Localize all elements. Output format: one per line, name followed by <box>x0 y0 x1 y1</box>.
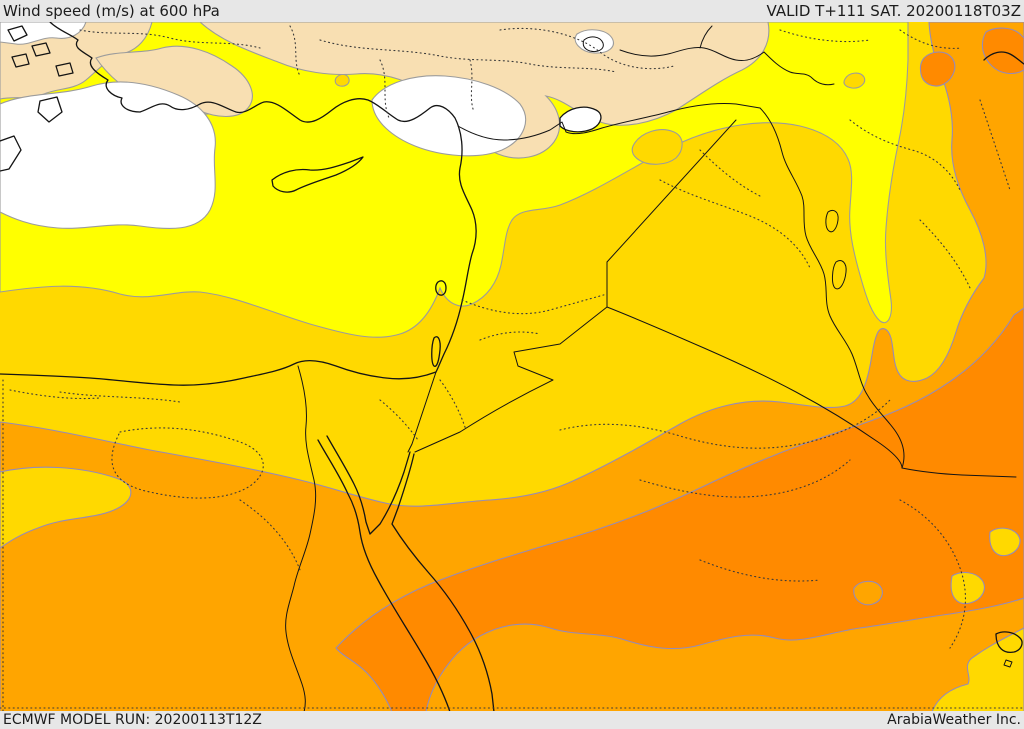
valid-time: VALID T+111 SAT. 20200118T03Z <box>766 2 1021 20</box>
persian-gulf-coast <box>995 631 1023 654</box>
admin-border-egypt-interior <box>59 391 301 571</box>
credit-label: ArabiaWeather Inc. <box>887 712 1021 728</box>
galilee-lake <box>435 280 447 296</box>
lake-tuz <box>582 36 604 52</box>
admin-borders-dotted <box>0 25 1024 711</box>
map-canvas <box>0 22 1024 711</box>
iraq-lake-1 <box>825 209 839 233</box>
iraq-iran-border <box>759 107 905 469</box>
turkey-caucasus-border <box>619 25 835 86</box>
band-gold-pocket-2 <box>950 571 985 605</box>
turkey-syria-border <box>457 103 761 141</box>
lake-van <box>559 106 602 133</box>
band-darkorange-caucasus-2 <box>919 51 956 87</box>
aegean-island-3 <box>11 53 30 68</box>
band-white-east-mediterranean <box>0 81 216 230</box>
persian-gulf-island <box>1003 659 1013 668</box>
admin-border-balkans <box>79 25 301 77</box>
red-sea-east-shore <box>326 435 495 711</box>
aegean-island-2 <box>31 42 51 57</box>
admin-border-libya-coast <box>9 389 101 400</box>
band-darkorange-main <box>335 307 1024 711</box>
admin-border-iraq <box>659 149 811 269</box>
aegean-island-1 <box>7 25 28 42</box>
band-gold-sliver-egypt <box>0 466 132 549</box>
crete-island <box>0 135 22 172</box>
saudi-iraq-border <box>606 306 1017 478</box>
wind-bands <box>0 22 1024 711</box>
band-gold-oval-central-anatolia <box>334 73 350 87</box>
map-title: Wind speed (m/s) at 600 hPa <box>3 2 220 20</box>
israel-egypt-border <box>407 371 437 453</box>
red-sea-west-shore <box>317 439 451 711</box>
band-darkorange-caucasus-1 <box>981 27 1024 75</box>
country-borders <box>407 25 1017 478</box>
band-orange-hole-saudi <box>853 580 883 606</box>
jordan-saudi-border <box>414 306 608 453</box>
map-area <box>0 22 1024 711</box>
admin-border-sinai <box>379 379 467 441</box>
dead-sea-lake <box>431 336 441 367</box>
model-run-label: ECMWF MODEL RUN: 20200113T12Z <box>3 712 262 728</box>
admin-border-caucasus <box>779 29 963 49</box>
rhodes-island <box>37 96 63 123</box>
turkey-levant-egypt-coastline <box>0 22 477 386</box>
band-white-east-anatolia <box>371 75 527 157</box>
footer-bar: ECMWF MODEL RUN: 20200113T12Z ArabiaWeat… <box>0 711 1024 729</box>
band-white-aegean-corner <box>0 22 87 45</box>
band-gold-oval-northeast <box>843 72 866 89</box>
syria-iraq-border <box>606 119 737 263</box>
header-bar: Wind speed (m/s) at 600 hPa VALID T+111 … <box>0 0 1024 22</box>
aegean-island-4 <box>55 62 74 77</box>
coastlines <box>0 22 1024 711</box>
band-gold-blob-syria <box>631 129 683 165</box>
nile-river <box>285 365 317 711</box>
admin-border-iran <box>849 99 1011 289</box>
iraq-lake-2 <box>832 260 847 290</box>
admin-border-anatolia <box>319 27 675 121</box>
admin-border-syria-jordan <box>461 293 608 341</box>
band-gold-pocket-1 <box>989 527 1021 557</box>
caspian-coast <box>983 51 1024 65</box>
cyprus-island <box>271 156 364 193</box>
